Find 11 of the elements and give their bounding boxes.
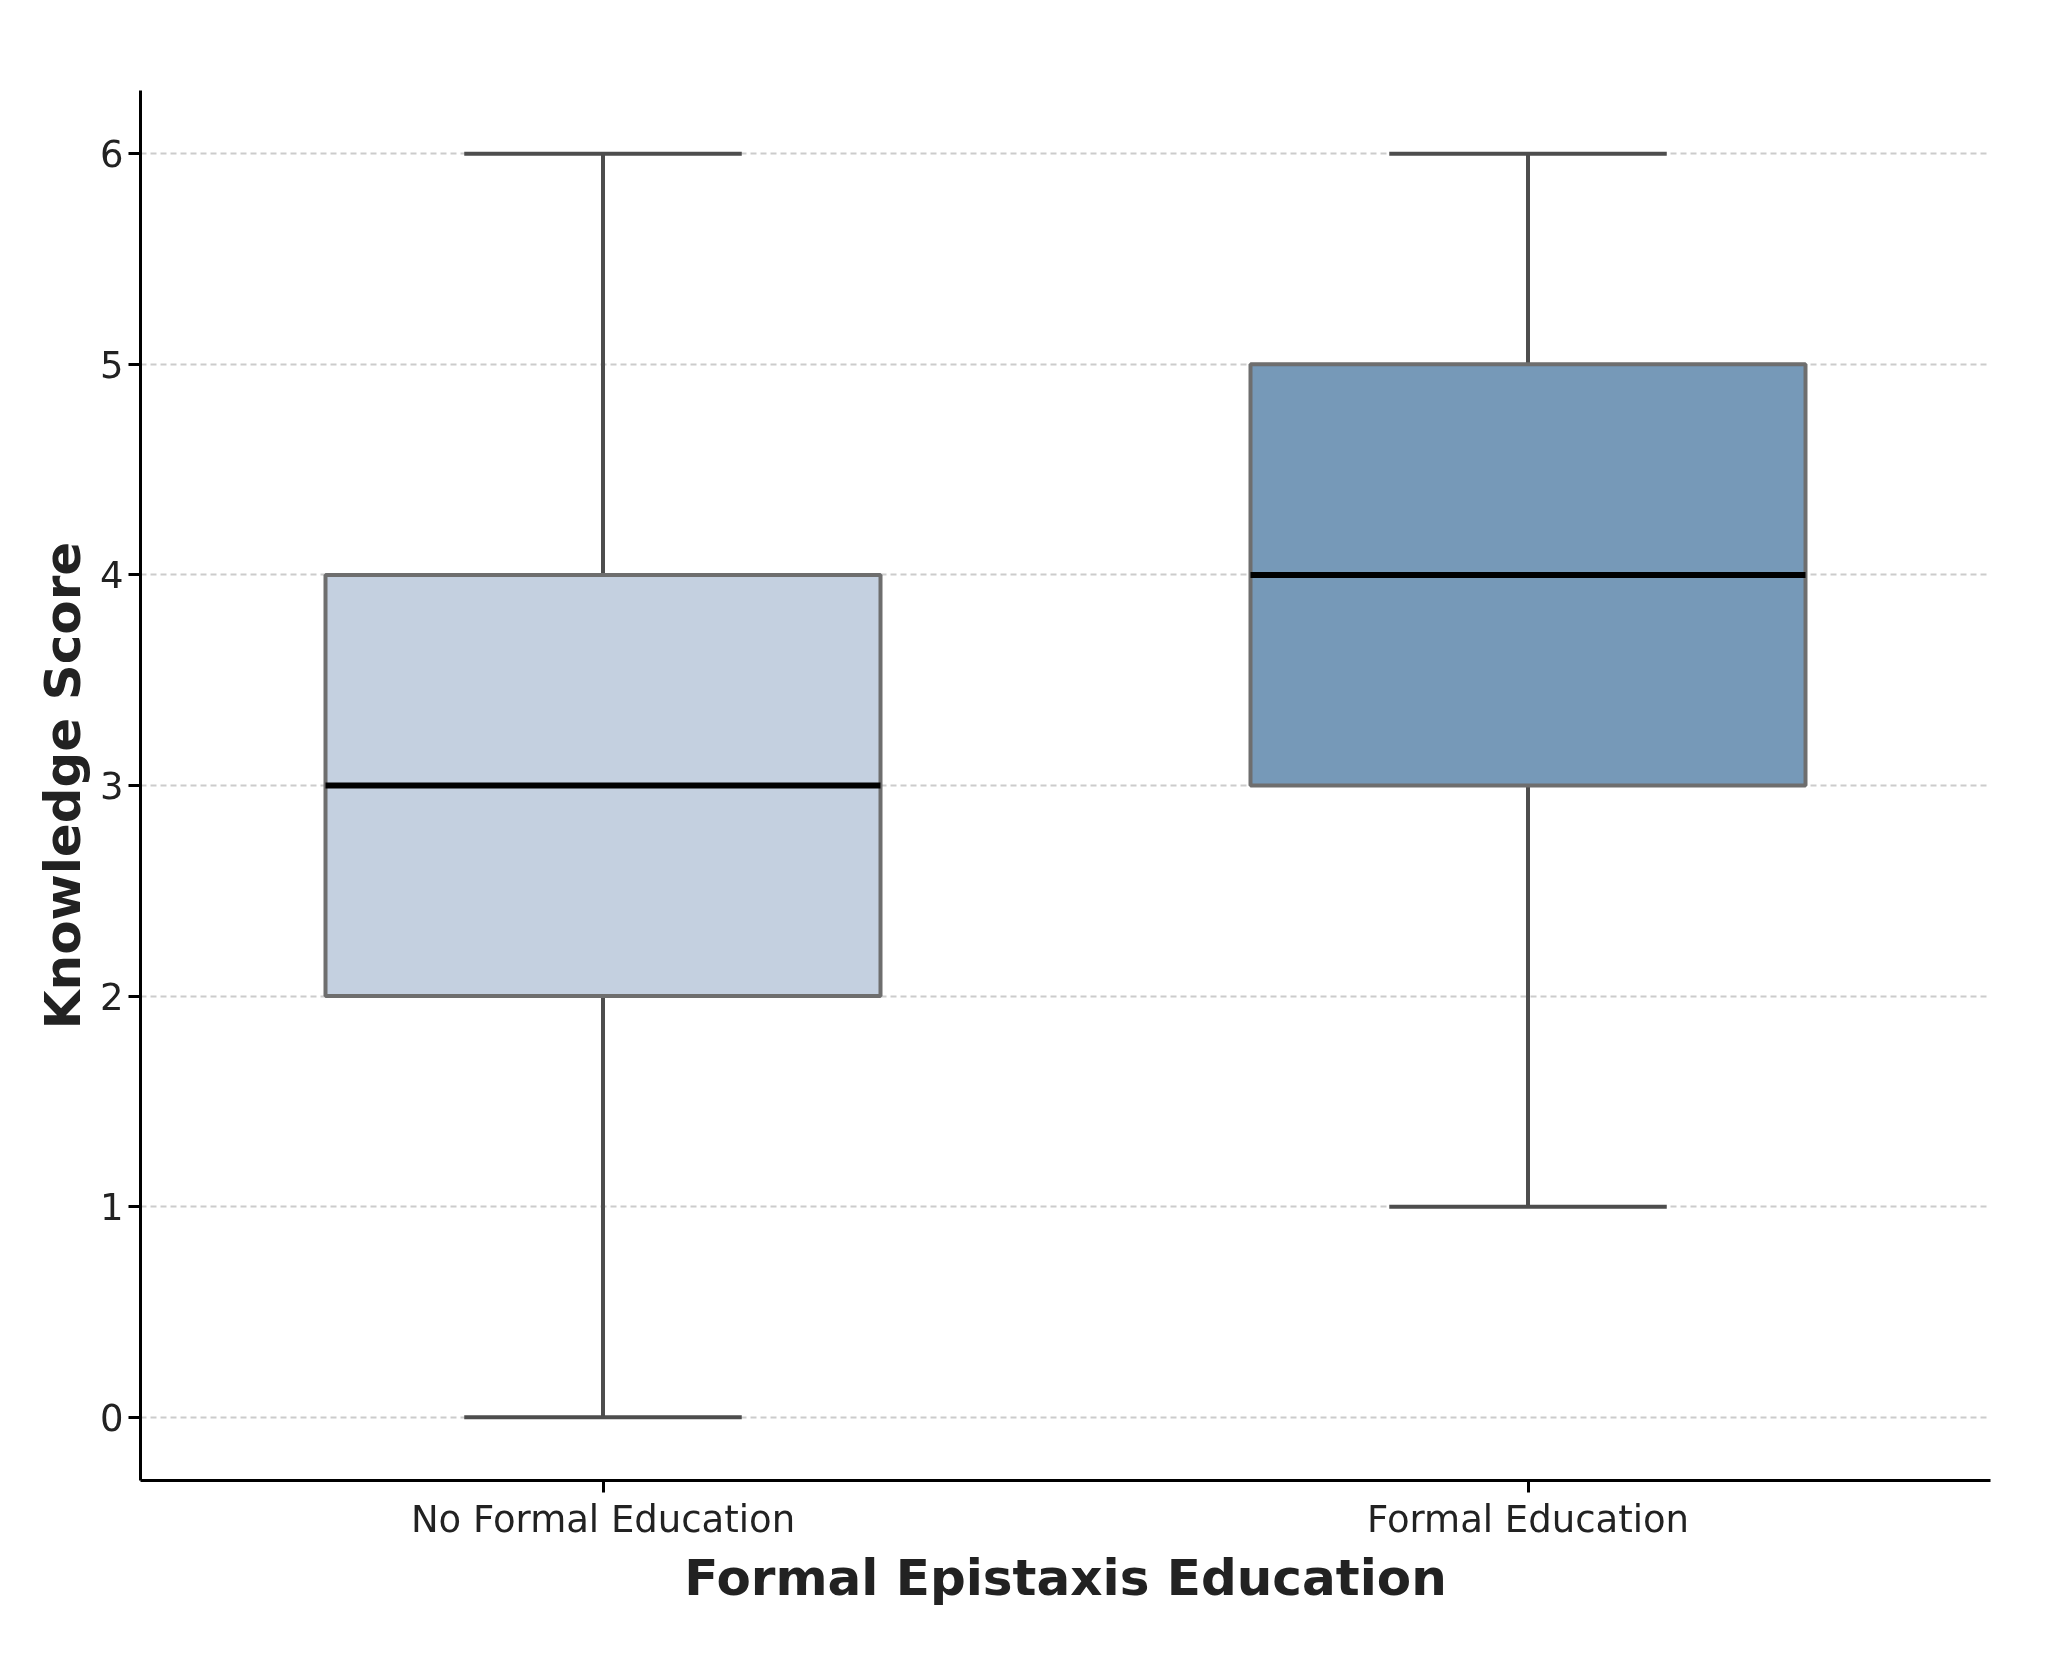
- x-tick-label: Formal Education: [1366, 1497, 1690, 1541]
- y-tick-label: 5: [99, 343, 124, 387]
- y-tick-label: 0: [99, 1396, 124, 1440]
- y-tick-label: 1: [99, 1186, 124, 1230]
- y-tick-label: 2: [99, 975, 124, 1019]
- y-axis-title: Knowledge Score: [33, 541, 92, 1030]
- y-tick-label: 4: [99, 554, 124, 598]
- x-tick-label: No Formal Education: [410, 1497, 796, 1541]
- x-axis-title: Formal Epistaxis Education: [684, 1548, 1447, 1607]
- y-tick-label: 3: [99, 765, 124, 808]
- y-tick-label: 6: [99, 133, 124, 177]
